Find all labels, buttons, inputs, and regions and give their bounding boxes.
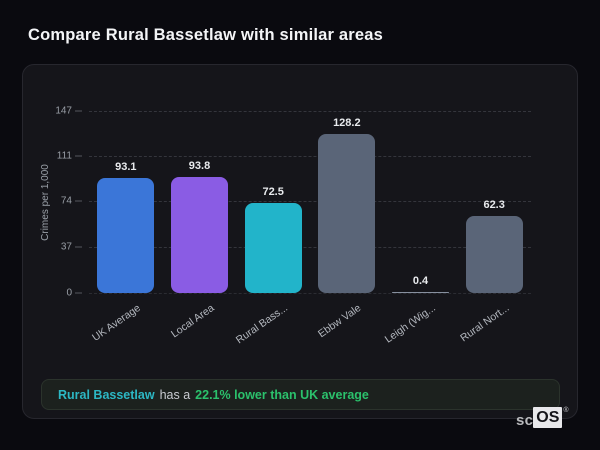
gridline — [89, 247, 531, 249]
note-middle-text: has a — [159, 387, 191, 402]
bar-value-label: 93.8 — [188, 159, 211, 172]
scos-logo: sc OS ® — [516, 407, 569, 428]
plot-area: 0 37 74 111 147 93.1 UK Average 93.8 Local Area 7… — [55, 106, 531, 346]
bar-value-label: 128.2 — [333, 117, 361, 130]
bar-value-label: 72.5 — [262, 186, 284, 199]
comparison-note: Rural Bassetlaw has a 22.1% lower than U… — [41, 379, 560, 410]
x-axis-tick-label: UK Average — [90, 302, 143, 344]
bar-leigh-wig[interactable] — [392, 291, 449, 293]
y-axis-tick-label: 147 — [55, 105, 72, 117]
note-area-name: Rural Bassetlaw — [58, 387, 155, 402]
gridline — [89, 293, 531, 294]
y-axis-tick-mark — [75, 292, 82, 294]
bar-rural-nort[interactable] — [465, 215, 523, 293]
x-axis-tick-label: Local Area — [168, 302, 217, 341]
bar-value-label: 93.1 — [115, 160, 137, 173]
bar-value-label: 0.4 — [412, 274, 429, 287]
gridline — [89, 155, 531, 157]
bar-rural-bass[interactable] — [244, 203, 302, 293]
chart-card: Crimes per 1,000 0 37 74 111 147 93.1 UK Avera… — [22, 64, 578, 419]
note-stat-text: 22.1% lower than UK average — [195, 387, 369, 402]
x-axis-tick-label: Ebbw Vale — [316, 302, 364, 341]
bar-local-area[interactable] — [171, 176, 228, 293]
y-axis-title-text: Crimes per 1,000 — [39, 163, 51, 241]
y-axis-tick-mark — [75, 246, 82, 248]
logo-suffix: OS — [533, 407, 563, 428]
x-axis-tick-label: Rural Nort... — [457, 302, 512, 345]
logo-prefix: sc — [516, 411, 534, 429]
page-title: Compare Rural Bassetlaw with similar are… — [28, 26, 384, 44]
bar-uk-average[interactable] — [97, 177, 155, 293]
y-axis-title: Crimes per 1,000 — [37, 111, 53, 293]
bar-ebbw-vale[interactable] — [318, 134, 376, 293]
y-axis-tick-label: 74 — [60, 195, 72, 207]
registered-trademark-icon: ® — [563, 407, 569, 414]
bar-value-label: 62.3 — [483, 198, 505, 211]
y-axis-tick-mark — [75, 110, 82, 112]
y-axis-tick-label: 111 — [56, 150, 72, 162]
y-axis-tick-label: 37 — [60, 241, 72, 253]
x-axis-tick-label: Leigh (Wig... — [382, 302, 438, 346]
y-axis-tick-mark — [75, 200, 82, 202]
x-axis-tick-label: Rural Bass... — [233, 302, 291, 347]
y-axis-tick-mark — [75, 155, 82, 157]
gridline — [89, 201, 531, 203]
gridline — [89, 111, 531, 112]
y-axis-tick-label: 0 — [66, 287, 72, 299]
